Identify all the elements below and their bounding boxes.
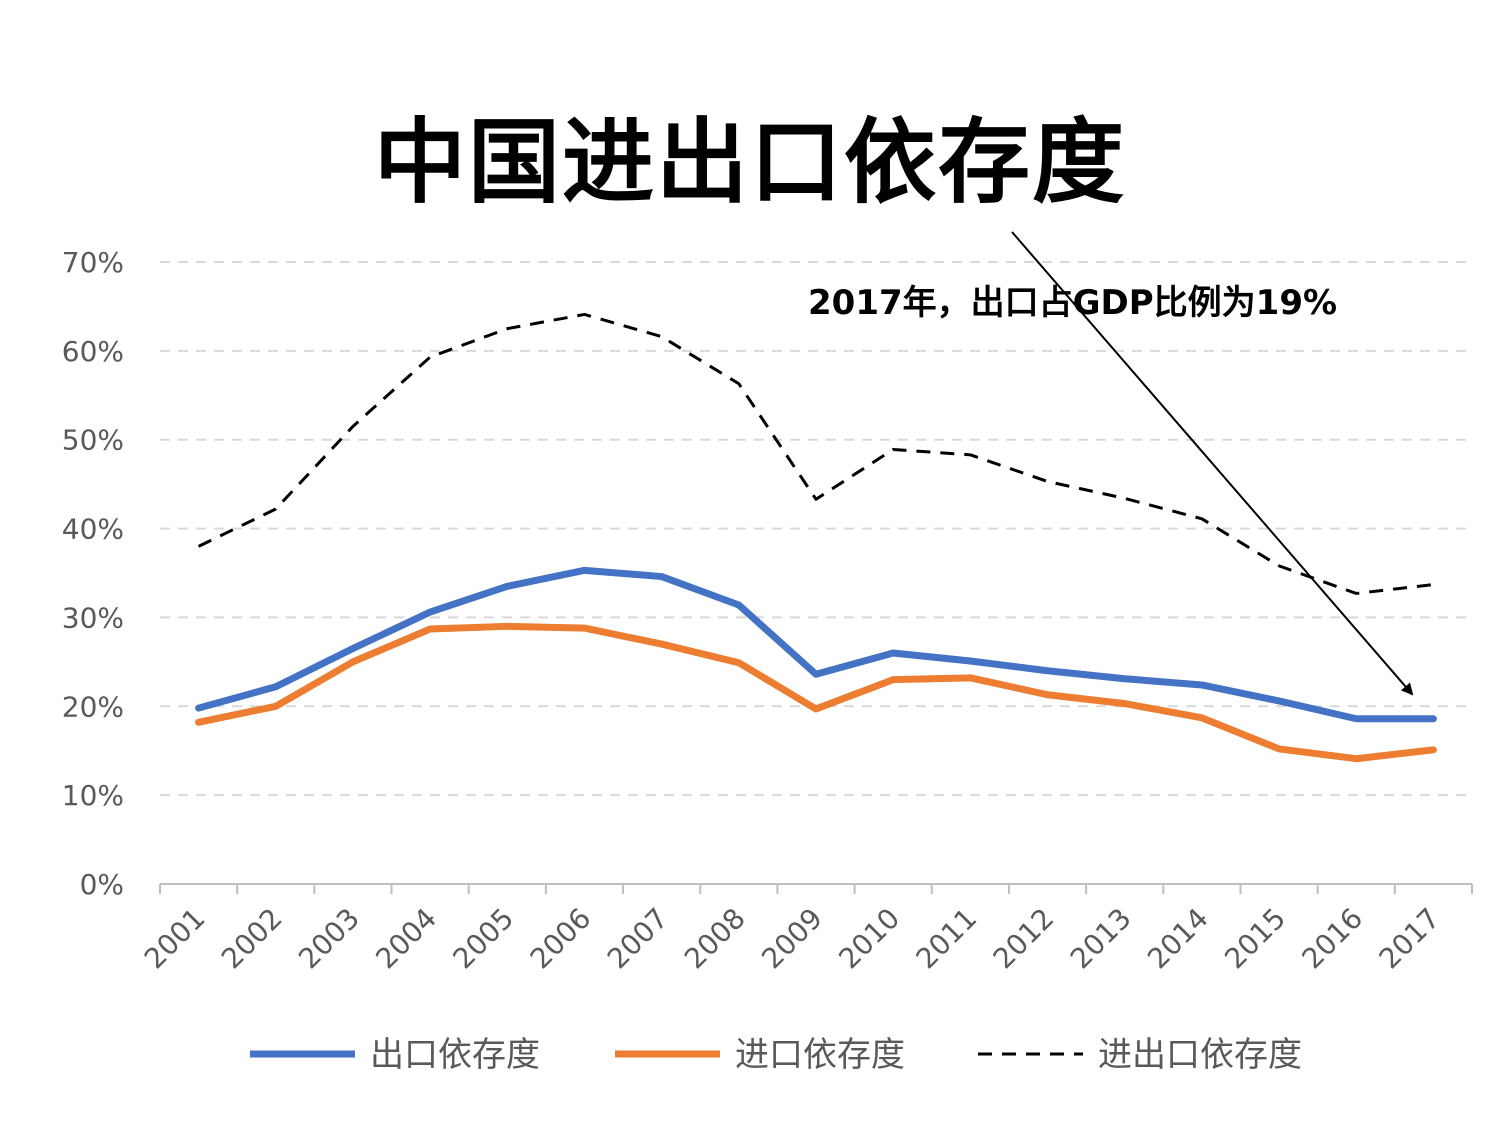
y-tick-label: 20% xyxy=(62,690,124,723)
legend-label: 进口依存度 xyxy=(735,1035,905,1075)
legend-label: 出口依存度 xyxy=(370,1035,540,1075)
y-axis: 0% 10% 20% 30% 40% 50% 60% 70% xyxy=(62,246,124,901)
x-tick-label: 2006 xyxy=(524,902,598,976)
x-axis: 2001 2002 2003 2004 2005 2006 2007 2008 2009 2010… xyxy=(138,883,1473,976)
y-tick-label: 60% xyxy=(62,335,124,368)
x-tick-label: 2013 xyxy=(1064,902,1138,976)
series-line-3 xyxy=(197,312,1434,595)
x-tick-label: 2008 xyxy=(678,902,752,976)
x-tick-label: 2005 xyxy=(447,902,521,976)
x-tick-label: 2003 xyxy=(292,902,366,976)
y-tick-label: 0% xyxy=(80,868,124,901)
x-tick-label: 2004 xyxy=(369,902,443,976)
x-tick-label: 2002 xyxy=(215,902,289,976)
x-tick-label: 2001 xyxy=(138,902,212,976)
x-tick-label: 2007 xyxy=(601,902,675,976)
y-tick-label: 30% xyxy=(62,601,124,634)
annotation-text: 2017年，出口占GDP比例为19% xyxy=(808,283,1337,323)
series-line-2 xyxy=(195,622,1437,763)
y-tick-label: 50% xyxy=(62,424,124,457)
x-tick-label: 2014 xyxy=(1141,902,1215,976)
y-tick-label: 40% xyxy=(62,513,124,546)
x-tick-label: 2012 xyxy=(987,902,1061,976)
annotation-arrow xyxy=(1011,231,1414,696)
x-tick-label: 2015 xyxy=(1218,902,1292,976)
chart-title: 中国进出口依存度 xyxy=(373,109,1126,216)
series-line-1 xyxy=(195,566,1437,723)
x-tick-label: 2009 xyxy=(755,902,829,976)
x-tick-label: 2017 xyxy=(1373,902,1447,976)
annotation: 2017年，出口占GDP比例为19% xyxy=(808,231,1414,696)
series-lines xyxy=(195,312,1437,763)
legend-label: 进出口依存度 xyxy=(1098,1035,1302,1075)
y-tick-label: 70% xyxy=(62,246,124,279)
x-tick-label: 2016 xyxy=(1295,902,1369,976)
x-tick-label: 2010 xyxy=(832,902,906,976)
legend: 出口依存度 进口依存度 进出口依存度 xyxy=(250,1035,1302,1075)
gridlines xyxy=(160,261,1472,797)
y-tick-label: 10% xyxy=(62,779,124,812)
x-tick-label: 2011 xyxy=(910,902,984,976)
